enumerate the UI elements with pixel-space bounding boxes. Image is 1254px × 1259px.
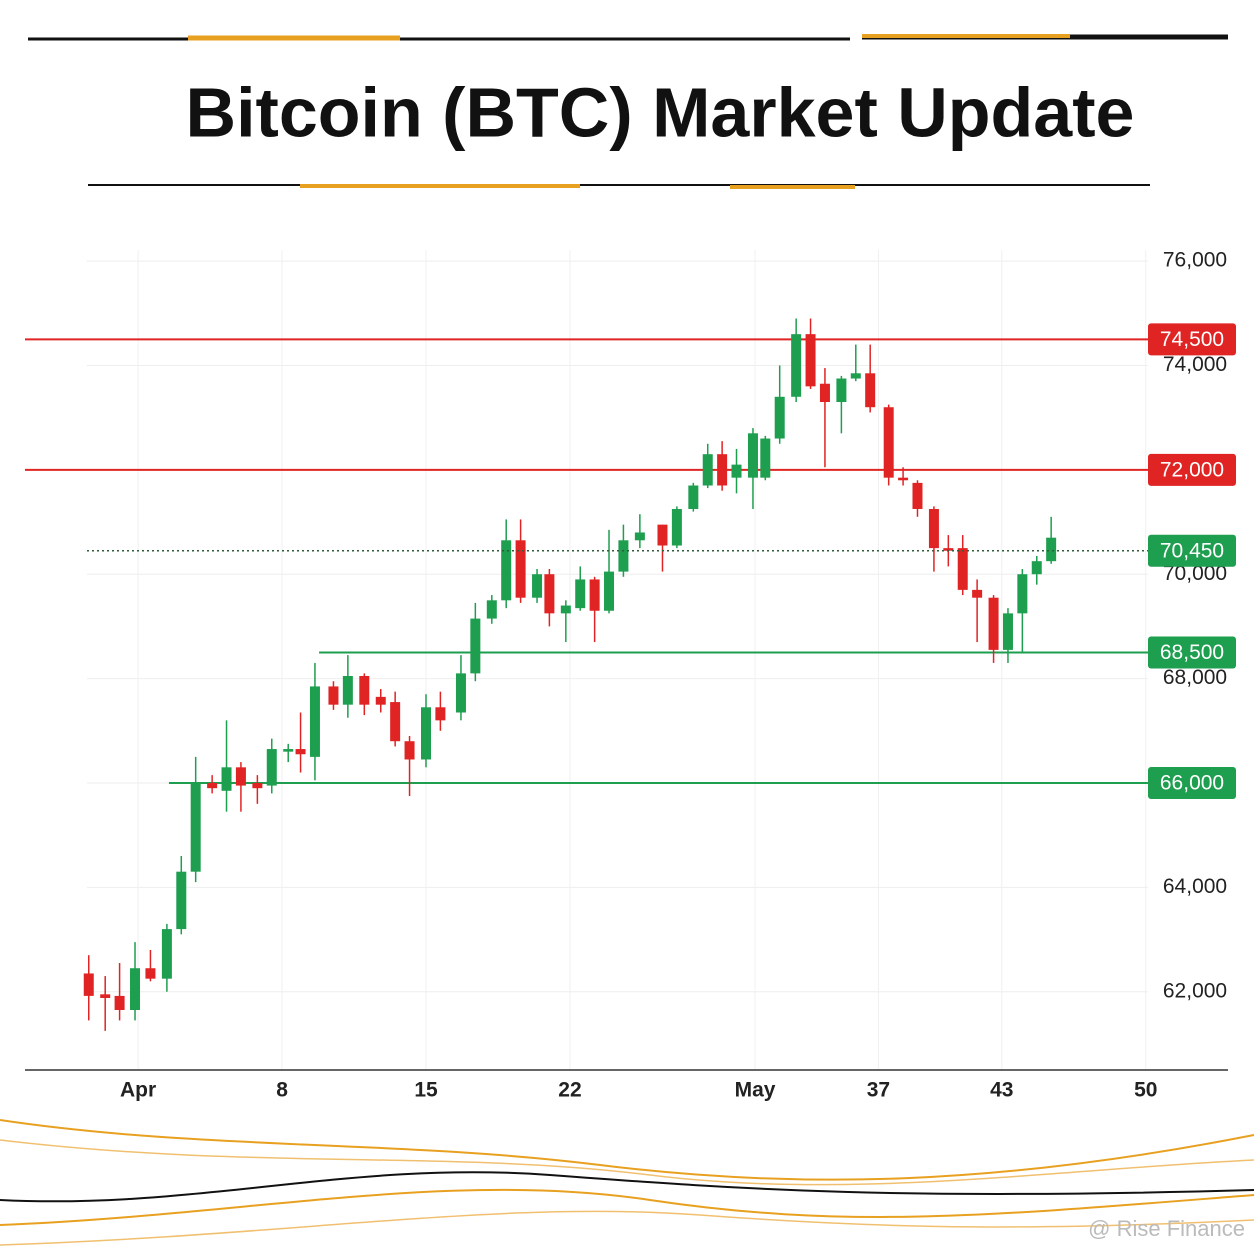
candle-body	[404, 741, 415, 760]
candle-body	[657, 524, 668, 546]
candle-body	[114, 995, 125, 1010]
candle-body	[589, 579, 600, 611]
candle-body	[235, 767, 246, 786]
candle-body	[912, 482, 923, 509]
candle-body	[988, 597, 999, 650]
candle-body	[883, 407, 894, 478]
y-tick-label: 68,000	[1163, 666, 1227, 689]
candle-body	[375, 696, 386, 705]
candle-body	[176, 871, 187, 930]
candle-body	[455, 673, 466, 713]
x-tick-label: 43	[990, 1079, 1013, 1102]
x-tick-label: Apr	[120, 1079, 156, 1102]
candle-body	[865, 373, 876, 408]
x-tick-label: 8	[276, 1079, 288, 1102]
candle-body	[747, 433, 758, 478]
candle-body	[130, 968, 141, 1010]
candle-body	[100, 994, 111, 998]
candle-body	[342, 675, 353, 705]
candle-body	[532, 574, 543, 598]
watermark: @ Rise Finance	[1088, 1216, 1245, 1241]
candle-body	[717, 454, 728, 486]
x-tick-label: 22	[558, 1079, 581, 1102]
y-tick-label: 62,000	[1163, 979, 1227, 1002]
decor-waves	[0, 1119, 1254, 1246]
candle-body	[791, 334, 802, 397]
candle-body	[390, 702, 401, 742]
candle-body	[928, 508, 939, 549]
x-tick-label: 50	[1134, 1079, 1157, 1102]
x-tick-label: May	[735, 1079, 776, 1102]
candle-body	[819, 383, 830, 402]
candle-body	[850, 373, 861, 379]
level-label: 68,500	[1160, 641, 1224, 664]
candle-body	[618, 540, 629, 572]
candle-body	[207, 782, 218, 789]
candle-body	[486, 600, 497, 619]
candle-body	[309, 686, 320, 757]
level-label: 74,500	[1160, 328, 1224, 351]
candle-body	[145, 968, 156, 979]
candle-body	[470, 618, 481, 674]
candle-body	[836, 378, 847, 402]
x-tick-label: 15	[414, 1079, 438, 1102]
candle-body	[671, 508, 682, 546]
y-tick-label: 64,000	[1163, 875, 1227, 898]
candle-body	[501, 540, 512, 601]
chart-title: Bitcoin (BTC) Market Update	[186, 73, 1135, 151]
candle-body	[957, 548, 968, 590]
candle-body	[1017, 574, 1028, 614]
candle-body	[688, 485, 699, 509]
level-label: 66,000	[1160, 772, 1224, 795]
candle-body	[560, 605, 571, 614]
candle-body	[1031, 561, 1042, 575]
candle-body	[435, 707, 446, 721]
candle-body	[1046, 537, 1057, 562]
candle-body	[544, 574, 555, 614]
candle-body	[972, 589, 983, 598]
candle-body	[1002, 613, 1013, 650]
candle-body	[898, 477, 909, 481]
y-tick-label: 70,000	[1163, 562, 1227, 585]
candle-body	[575, 579, 586, 609]
candle-body	[295, 749, 306, 755]
candle-body	[252, 782, 263, 789]
candle-body	[774, 396, 785, 439]
current-price-label: 70,450	[1160, 539, 1224, 562]
y-tick-label: 74,000	[1163, 353, 1227, 376]
candle-body	[634, 532, 645, 541]
level-badge	[1148, 323, 1236, 356]
candle-body	[421, 707, 431, 760]
x-tick-label: 37	[867, 1079, 890, 1102]
level-label: 72,000	[1160, 458, 1224, 481]
current-price-badge	[1148, 534, 1236, 567]
candle-body	[328, 686, 339, 705]
candle-body	[604, 571, 615, 611]
candle-body	[83, 973, 94, 996]
level-badge	[1148, 636, 1236, 669]
level-badge	[1148, 453, 1236, 486]
candle-body	[731, 464, 742, 478]
level-badge	[1148, 766, 1236, 799]
candle-body	[221, 767, 232, 791]
candle-body	[805, 334, 816, 387]
y-tick-label: 76,000	[1163, 249, 1227, 272]
candle-body	[760, 438, 771, 478]
candle-body	[190, 782, 201, 872]
candle-body	[702, 454, 713, 486]
candle-body	[283, 749, 294, 752]
candle-body	[515, 540, 526, 598]
candle-body	[359, 675, 370, 705]
candle-body	[943, 548, 954, 551]
candle-body	[266, 749, 277, 786]
candle-body	[161, 929, 172, 979]
